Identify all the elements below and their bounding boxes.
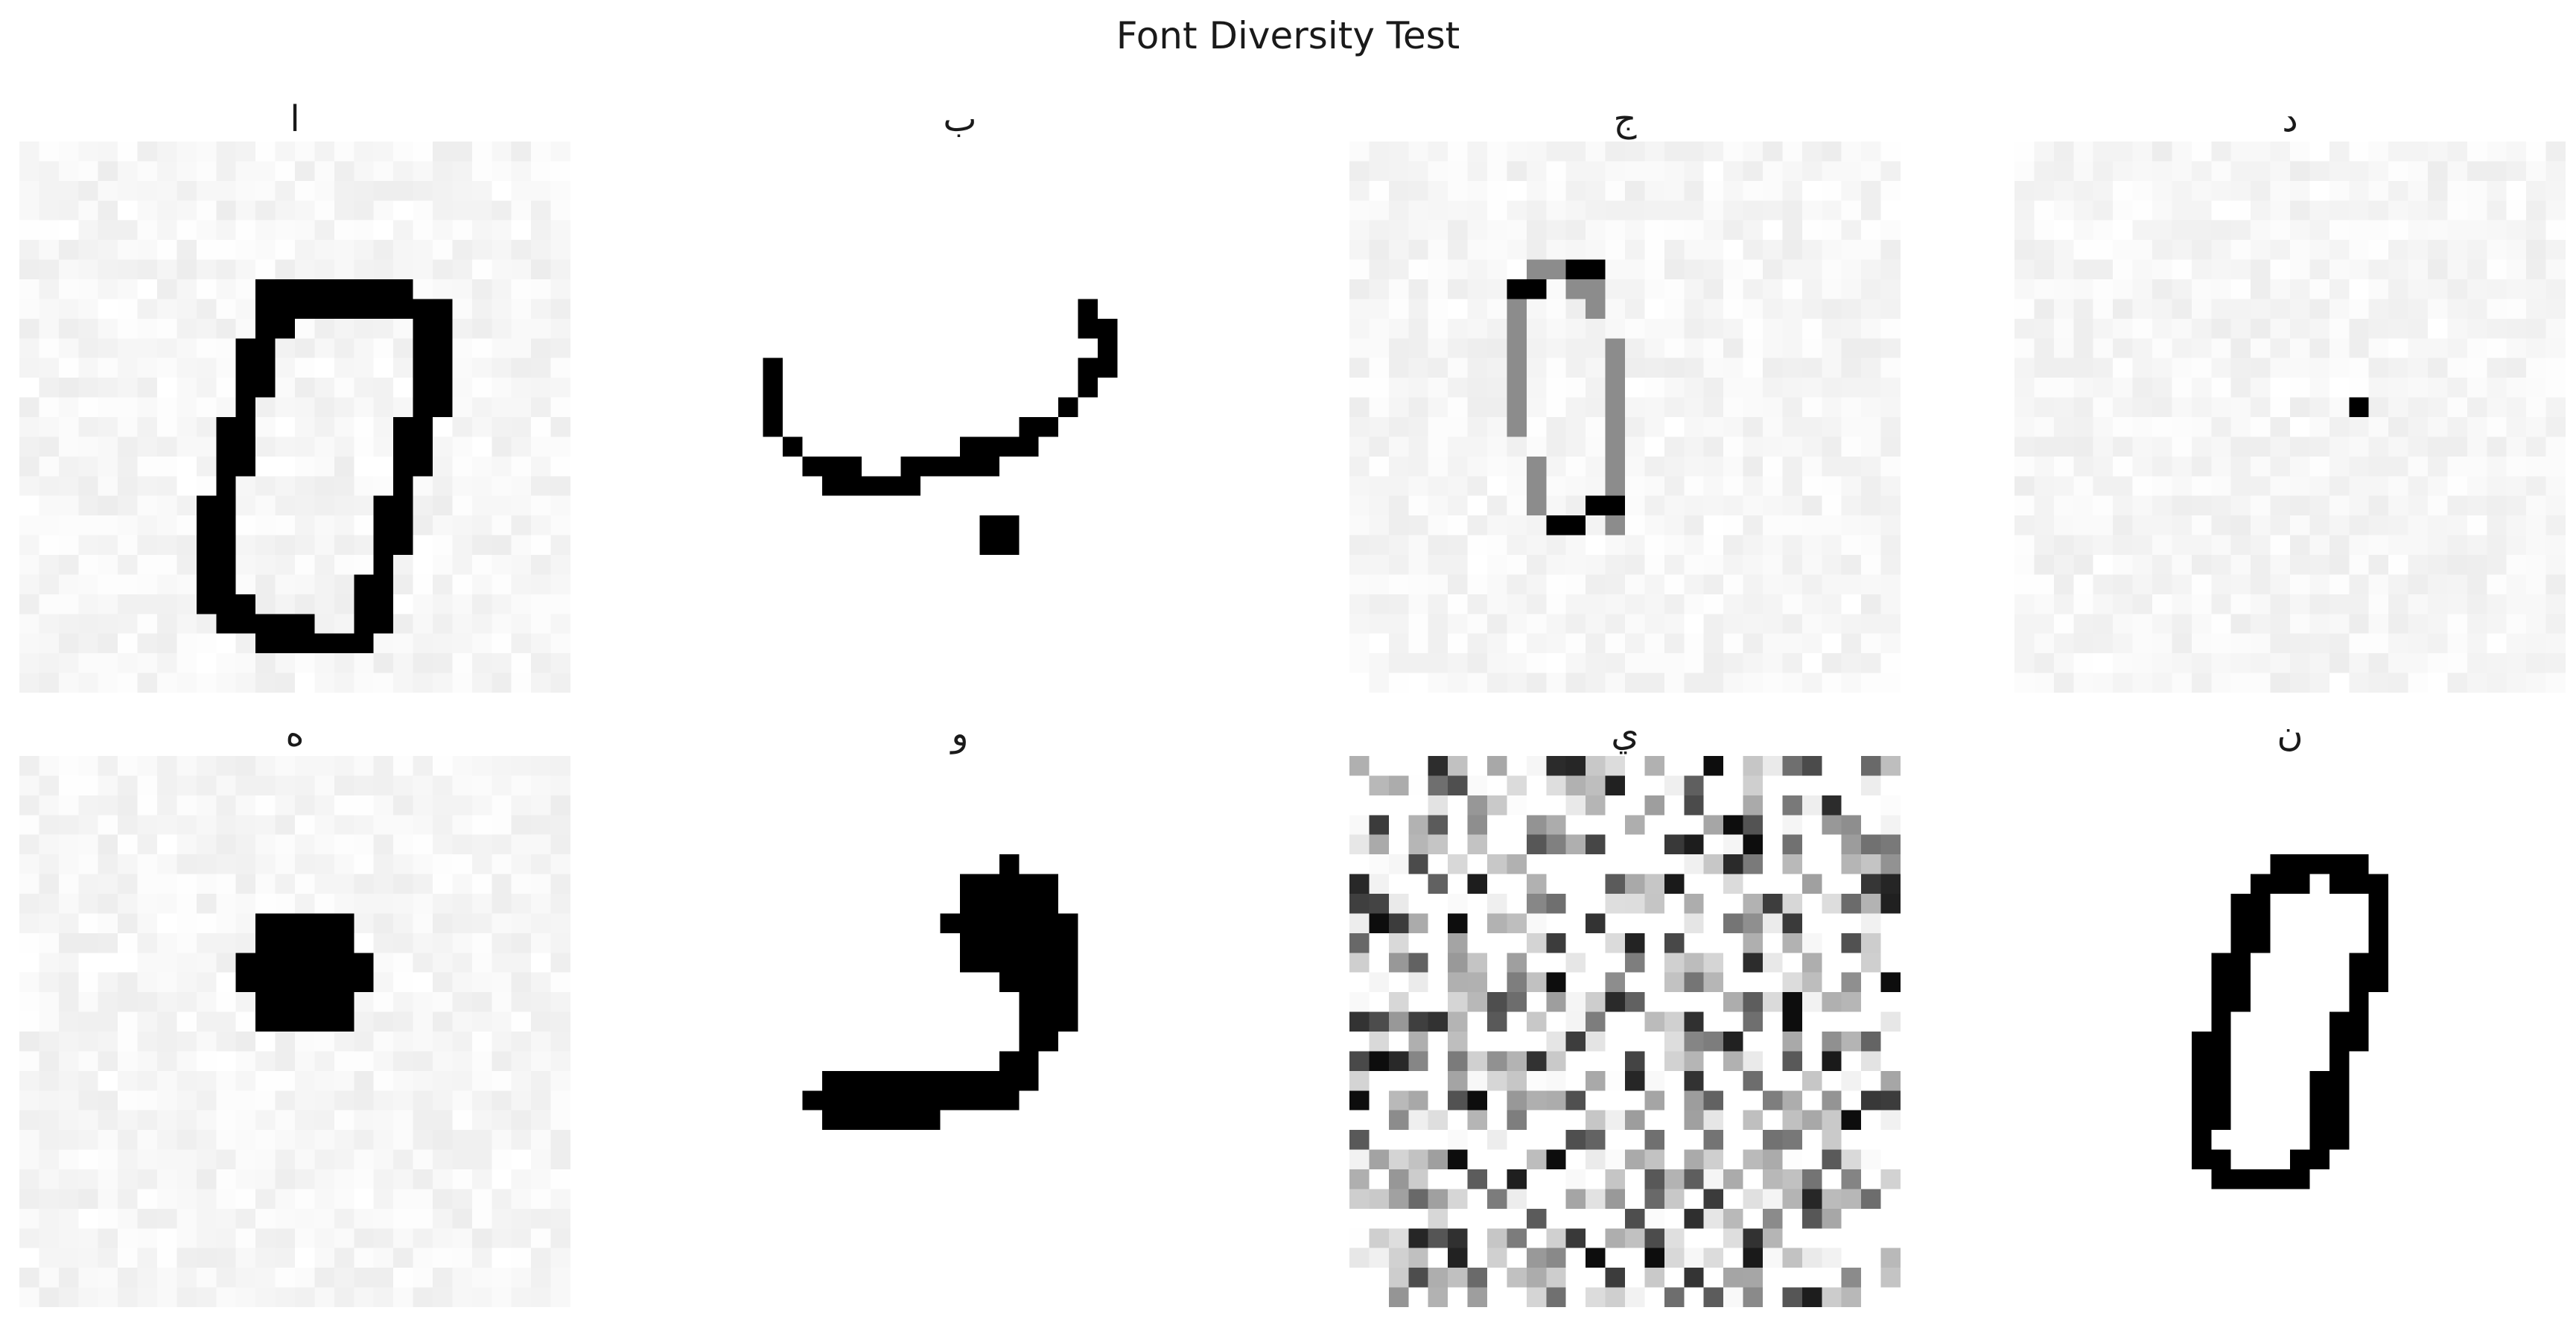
image-panel: ب: [684, 98, 1235, 693]
panel-title: و: [951, 713, 969, 754]
image-panel: د: [2014, 98, 2566, 693]
glyph-image: [684, 756, 1235, 1307]
glyph-image: [1349, 142, 1901, 693]
panel-title: ا: [290, 98, 300, 140]
glyph-image: [684, 142, 1235, 693]
glyph-image: [1349, 756, 1901, 1307]
panel-title: ه: [285, 713, 305, 754]
glyph-image: [19, 756, 570, 1307]
image-panel: ا: [19, 98, 570, 693]
image-panel: ي: [1349, 713, 1901, 1307]
panel-title: د: [2282, 98, 2298, 140]
figure-title: Font Diversity Test: [1116, 14, 1460, 57]
image-panel: ن: [2014, 713, 2566, 1307]
panel-title: ج: [1613, 98, 1637, 140]
image-panel: ج: [1349, 98, 1901, 693]
panel-title: ي: [1611, 713, 1639, 754]
glyph-image: [2014, 142, 2566, 693]
glyph-image: [19, 142, 570, 693]
image-panel: ه: [19, 713, 570, 1307]
image-panel: و: [684, 713, 1235, 1307]
glyph-image: [2014, 756, 2566, 1307]
panel-title: ب: [943, 98, 977, 140]
panel-title: ن: [2277, 713, 2303, 754]
